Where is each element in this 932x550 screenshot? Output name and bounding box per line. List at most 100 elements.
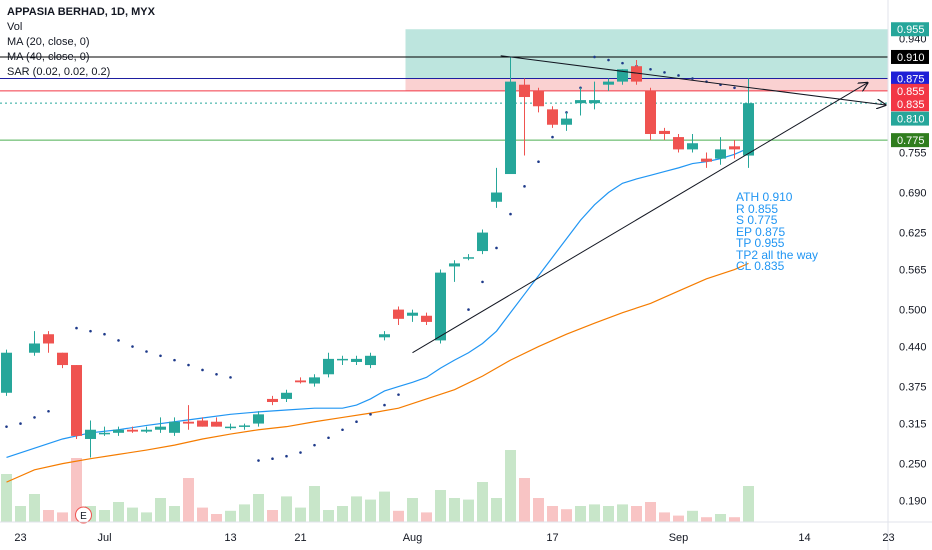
sar-dot xyxy=(677,74,680,77)
candle-body xyxy=(463,257,474,259)
candle xyxy=(267,395,278,406)
candle xyxy=(351,355,362,366)
candle xyxy=(393,306,404,325)
sar-dot xyxy=(271,457,274,460)
volume-bar xyxy=(631,506,642,522)
y-tick-label: 0.250 xyxy=(899,459,927,471)
volume-bar xyxy=(309,486,320,522)
y-tick-label: 0.190 xyxy=(899,496,927,508)
candle-body xyxy=(43,334,54,344)
sar-dot xyxy=(327,436,330,440)
x-tick-label: Sep xyxy=(669,532,689,544)
volume-bar xyxy=(575,506,586,522)
volume-bar xyxy=(1,474,12,522)
x-tick-label: 23 xyxy=(882,532,894,544)
sar-dot xyxy=(257,459,260,462)
price-zone-1 xyxy=(405,78,888,91)
volume-bar xyxy=(281,496,292,522)
candle xyxy=(183,405,194,430)
candle xyxy=(169,417,180,436)
volume-bar xyxy=(169,506,180,522)
volume-bar xyxy=(197,507,208,522)
price-tag: 0.875 xyxy=(891,71,929,86)
sar-dot xyxy=(509,212,512,216)
candle-body xyxy=(421,315,432,322)
price-tag-label: 0.875 xyxy=(897,74,925,86)
volume-bar xyxy=(323,510,334,522)
candle xyxy=(155,417,166,433)
candle-body xyxy=(379,334,390,338)
candle xyxy=(99,426,110,436)
y-tick-label: 0.375 xyxy=(899,382,927,394)
candle-body xyxy=(169,421,180,433)
candle xyxy=(309,374,320,387)
volume-bar xyxy=(365,499,376,522)
y-tick-label: 0.940 xyxy=(899,33,927,45)
candle-body xyxy=(701,158,712,162)
volume-bar xyxy=(687,510,698,522)
volume-bar xyxy=(477,482,488,522)
candle-body xyxy=(435,272,446,341)
note-ath: ATH 0.910 xyxy=(736,190,793,204)
volume-bar xyxy=(561,509,572,522)
candle-body xyxy=(225,426,236,429)
candle-body xyxy=(673,137,684,150)
candle xyxy=(449,260,460,282)
volume-bar xyxy=(729,517,740,522)
candle xyxy=(547,106,558,128)
indicator-volume[interactable]: Vol xyxy=(7,21,23,33)
y-tick-label: 0.625 xyxy=(899,228,927,240)
candle xyxy=(477,229,488,255)
price-tag-label: 0.835 xyxy=(897,99,925,111)
candle-body xyxy=(407,312,418,316)
sar-dot xyxy=(117,339,120,342)
candle-body xyxy=(505,81,516,175)
candle-body xyxy=(743,103,754,156)
candle xyxy=(113,426,124,436)
indicator-ma40[interactable]: MA (40, close, 0) xyxy=(7,51,90,63)
volume-bar xyxy=(463,499,474,522)
sar-dot xyxy=(103,332,106,336)
volume-bar xyxy=(113,502,124,522)
candle xyxy=(701,152,712,168)
volume-bar xyxy=(449,498,460,522)
candle-body xyxy=(631,66,642,82)
sar-dot xyxy=(285,454,288,458)
price-tag: 0.855 xyxy=(891,83,929,98)
candle-body xyxy=(603,81,614,85)
sar-dot xyxy=(369,413,372,416)
price-tag-bg xyxy=(891,22,929,37)
candle-body xyxy=(715,149,726,159)
indicator-sar[interactable]: SAR (0.02, 0.02, 0.2) xyxy=(7,66,111,78)
x-tick-label: Jul xyxy=(97,532,111,544)
sar-dot xyxy=(131,345,134,348)
candle-body xyxy=(281,392,292,399)
price-tag: 0.910 xyxy=(891,49,929,64)
candle-body xyxy=(295,380,306,383)
price-tag-label: 0.910 xyxy=(897,52,925,64)
price-tag-bg xyxy=(891,111,929,126)
earnings-event-label: E xyxy=(80,511,87,522)
candle xyxy=(141,426,152,433)
candle-body xyxy=(253,414,264,424)
earnings-event-icon xyxy=(75,506,92,524)
candle xyxy=(85,420,96,458)
x-tick-label: 23 xyxy=(14,532,26,544)
sar-dot xyxy=(383,403,386,407)
sar-dot xyxy=(691,77,694,80)
price-tag: 0.835 xyxy=(891,97,929,112)
chart-legend: APPASIA BERHAD, 1D, MYX Vol MA (20, clos… xyxy=(7,5,155,80)
candle xyxy=(1,349,12,396)
candle xyxy=(589,81,600,110)
candle xyxy=(365,352,376,369)
volume-bar xyxy=(337,506,348,522)
candle-body xyxy=(155,426,166,430)
volume-bar xyxy=(57,512,68,522)
volume-bar xyxy=(127,507,138,522)
note-resistance: R 0.855 xyxy=(736,201,779,216)
candle xyxy=(253,411,264,427)
price-zone-0 xyxy=(405,29,888,79)
candle-body xyxy=(71,365,82,436)
indicator-ma20[interactable]: MA (20, close, 0) xyxy=(7,36,90,48)
